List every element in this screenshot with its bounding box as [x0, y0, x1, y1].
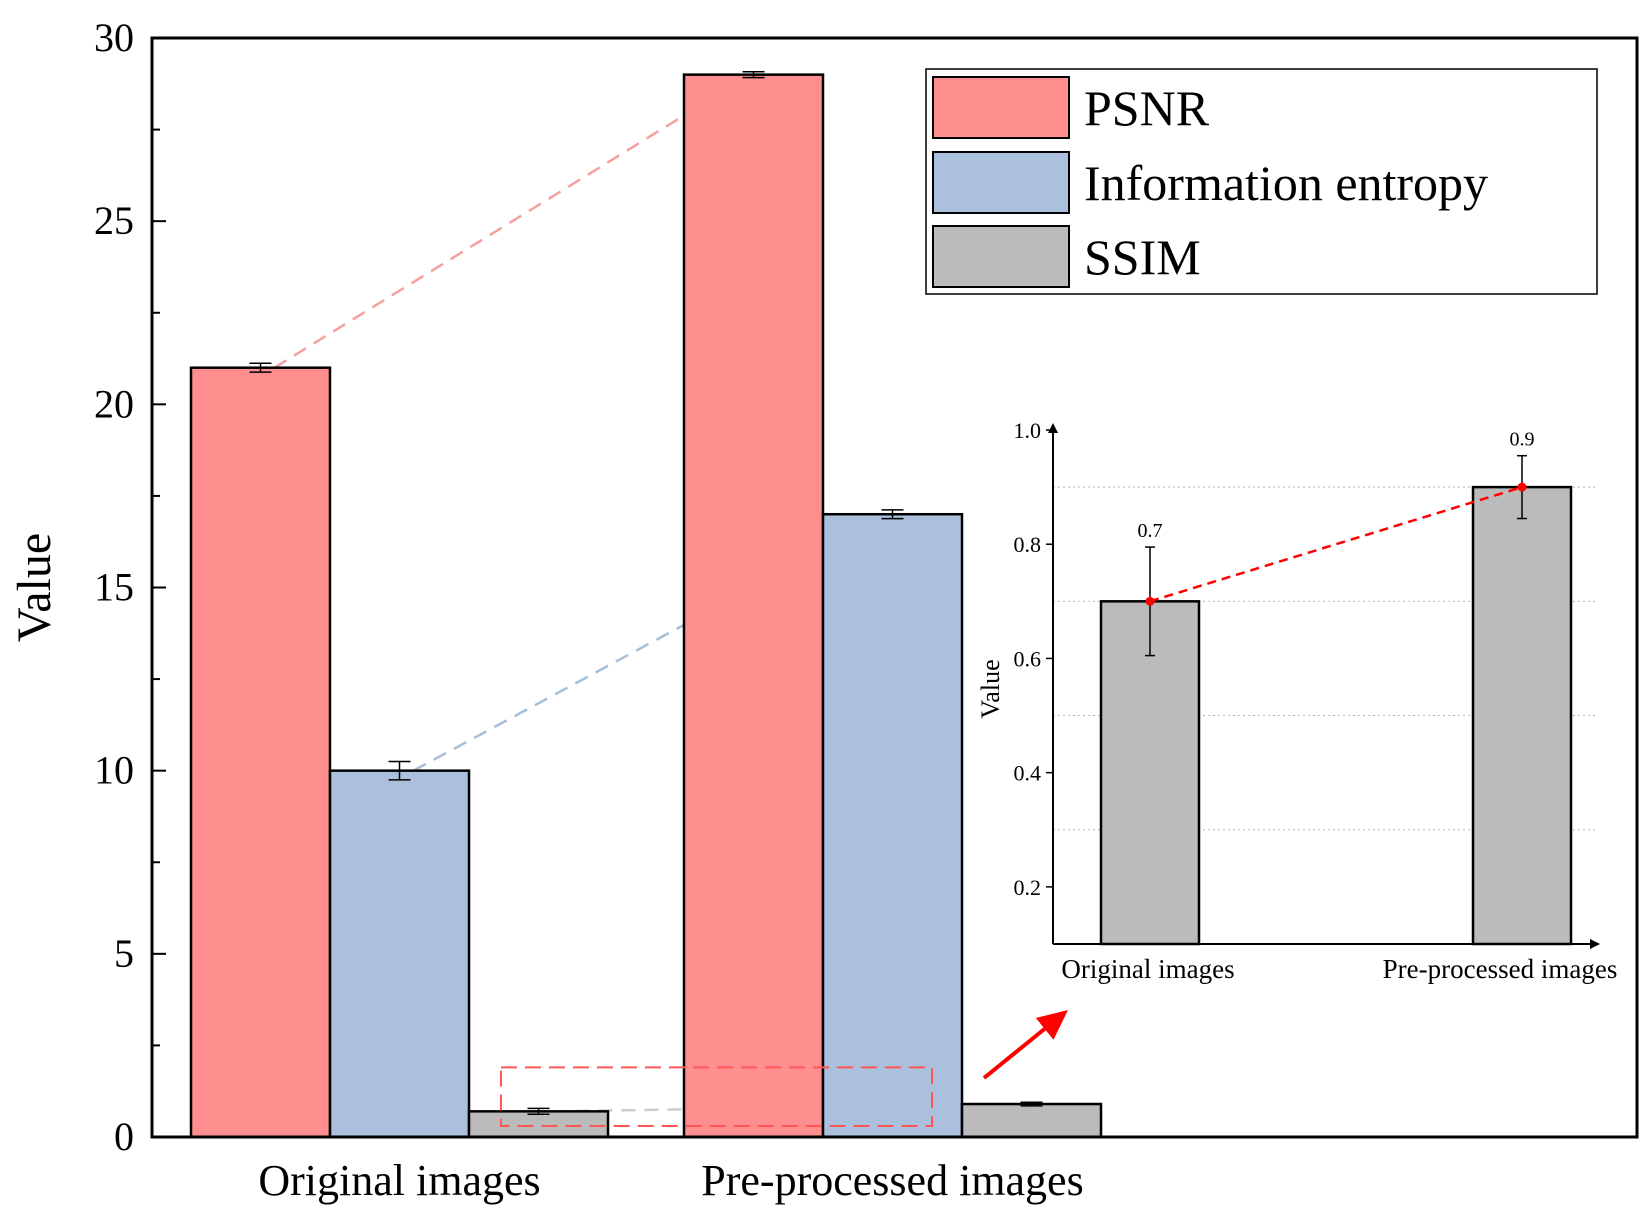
inset-bar-group	[1099, 485, 1573, 946]
inset-trend-point	[1517, 482, 1527, 492]
bar-psnr-original-images	[189, 366, 332, 1139]
zoom-arrow-head	[1035, 1010, 1068, 1040]
y-tick-label: 25	[94, 198, 134, 243]
bar-psnr-pre-processed-images	[682, 73, 825, 1139]
inset-trend-point	[1145, 596, 1155, 606]
y-tick-label: 10	[94, 748, 134, 793]
zoom-arrow	[982, 1010, 1068, 1080]
legend-label-information-entropy: Information entropy	[1084, 155, 1488, 211]
bar-information-entropy-pre-processed-images	[821, 512, 964, 1139]
inset-bar-original-images	[1099, 600, 1201, 946]
trend-lines	[273, 117, 958, 1113]
inset-y-tick-label: 0.6	[1014, 646, 1042, 671]
error-bar-psnr-original-images	[249, 362, 272, 373]
inset-y-tick-label: 0.8	[1014, 532, 1042, 557]
trend-line-psnr	[273, 117, 680, 369]
inset-error-bar-group	[1145, 454, 1527, 657]
inset-trend-points	[1145, 482, 1527, 606]
inset-y-axis-ticks: 0.2 0.4 0.6 0.8 1.0	[1014, 418, 1053, 900]
inset-chart-ssim-zoom: 0.2 0.4 0.6 0.8 1.0 Value Original images Pr…	[976, 418, 1617, 984]
bar-information-entropy-original-images	[328, 769, 471, 1139]
y-tick-label: 30	[94, 15, 134, 60]
inset-bar-pre-processed-images	[1471, 485, 1573, 946]
bar-ssim-pre-processed-images	[960, 1102, 1103, 1139]
error-bar-ssim-pre-processed-images	[1020, 1101, 1043, 1107]
error-bar-information-entropy-original-images	[388, 760, 411, 781]
y-tick-label: 5	[114, 931, 134, 976]
error-bar-ssim-original-images	[527, 1107, 550, 1116]
inset-x-tick-label-original-images: Original images	[1061, 954, 1234, 984]
legend-swatch-psnr	[932, 76, 1070, 139]
y-tick-label: 0	[114, 1114, 134, 1159]
ssim-highlight-box	[499, 1066, 933, 1128]
legend-swatch-ssim	[932, 225, 1070, 288]
inset-y-tick-label: 1.0	[1014, 418, 1042, 443]
main-chart: 0 5 10 15 20 25 30 Value Original images Pre-p…	[8, 15, 1639, 1205]
inset-x-tick-label-pre-processed-images: Pre-processed images	[1383, 954, 1618, 984]
legend-label-ssim: SSIM	[1084, 229, 1201, 285]
bar-ssim-original-images	[467, 1110, 610, 1139]
error-bar-psnr-pre-processed-images	[742, 70, 765, 79]
inset-data-label-original: 0.7	[1138, 520, 1163, 542]
inset-y-tick-label: 0.2	[1014, 875, 1042, 900]
legend-swatch-information-entropy	[932, 151, 1070, 214]
error-bar-information-entropy-pre-processed-images	[881, 509, 904, 520]
legend: PSNR Information entropy SSIM	[925, 68, 1598, 295]
y-tick-label: 15	[94, 565, 134, 610]
inset-y-tick-label: 0.4	[1014, 761, 1042, 786]
x-tick-label-original-images: Original images	[258, 1156, 540, 1205]
error-bar-group	[249, 70, 1043, 1116]
inset-data-label-pre-processed: 0.9	[1510, 429, 1535, 451]
x-tick-label-pre-processed-images: Pre-processed images	[701, 1156, 1083, 1205]
y-tick-label: 20	[94, 381, 134, 426]
legend-label-psnr: PSNR	[1084, 80, 1210, 136]
y-axis-ticks: 0 5 10 15 20 25 30	[94, 15, 166, 1159]
trend-line-information-entropy	[412, 551, 819, 772]
inset-trend-line	[1149, 485, 1523, 603]
inset-y-axis-label: Value	[976, 659, 1005, 718]
plot-area-frame	[150, 36, 1639, 1139]
y-axis-label: Value	[8, 533, 61, 642]
